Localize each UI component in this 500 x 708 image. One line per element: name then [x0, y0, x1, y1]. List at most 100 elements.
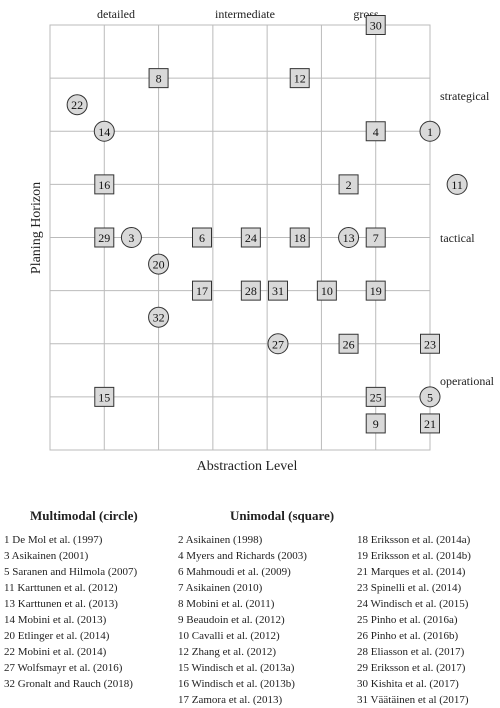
circle-marker-20: 20 — [148, 253, 170, 275]
marker-shape — [120, 227, 142, 248]
marker-shape — [148, 253, 170, 275]
legend-entry-unimodal: 28 Eliasson et al. (2017) — [357, 646, 465, 658]
marker-shape — [365, 15, 386, 35]
marker-label: 9 — [373, 417, 379, 431]
circle-marker-11: 11 — [446, 173, 468, 195]
marker-label: 14 — [98, 125, 110, 139]
marker-label: 13 — [343, 231, 355, 245]
marker-shape — [268, 280, 288, 301]
marker-shape — [446, 173, 468, 195]
square-marker-31: 31 — [268, 280, 288, 301]
circle-marker-3: 3 — [120, 227, 142, 248]
square-marker-28: 28 — [240, 280, 261, 301]
marker-label: 22 — [71, 98, 83, 112]
square-marker-7: 7 — [365, 227, 386, 248]
marker-shape — [94, 174, 115, 195]
marker-shape — [192, 280, 212, 301]
circle-marker-27: 27 — [267, 333, 289, 355]
marker-shape — [420, 333, 440, 354]
circle-marker-13: 13 — [338, 227, 360, 248]
legend-entry-unimodal: 6 Mahmoudi et al. (2009) — [178, 566, 291, 578]
legend-entry-unimodal: 26 Pinho et al. (2016b) — [357, 630, 459, 642]
circle-marker-1: 1 — [419, 120, 441, 142]
square-marker-6: 6 — [192, 227, 212, 248]
data-marks: 30 8 12 22 14 4 1 16 2 11 29 3 6 24 18 13 7 20 17 28 31 10 19 3… — [66, 15, 468, 434]
legend-entry-multimodal: 20 Etlinger et al. (2014) — [4, 630, 110, 642]
marker-label: 25 — [370, 390, 382, 404]
legend-entry-multimodal: 14 Mobini et al. (2013) — [4, 614, 107, 626]
marker-label: 4 — [373, 125, 379, 139]
square-marker-30: 30 — [365, 15, 386, 35]
marker-shape — [420, 413, 440, 434]
square-marker-29: 29 — [94, 227, 115, 248]
legend-entry-multimodal: 11 Karttunen et al. (2012) — [4, 582, 118, 594]
marker-label: 17 — [196, 284, 208, 298]
marker-shape — [419, 120, 441, 142]
legend-entry-multimodal: 13 Karttunen et al. (2013) — [4, 598, 118, 610]
legend-entry-multimodal: 32 Gronalt and Rauch (2018) — [4, 678, 133, 690]
marker-shape — [338, 227, 360, 248]
legend-entry-unimodal: 17 Zamora et al. (2013) — [178, 694, 283, 706]
y-axis-title: Planing Horizon — [29, 182, 44, 274]
marker-label: 8 — [156, 72, 162, 86]
marker-shape — [267, 333, 289, 355]
marker-label: 29 — [98, 231, 110, 245]
marker-shape — [365, 227, 386, 248]
legend-entry-unimodal: 12 Zhang et al. (2012) — [178, 646, 277, 658]
square-marker-9: 9 — [365, 413, 386, 434]
marker-shape — [419, 386, 441, 408]
marker-label: 27 — [272, 337, 284, 351]
marker-shape — [338, 333, 359, 354]
legend-unimodal-title: Unimodal (square) — [230, 508, 335, 523]
marker-shape — [316, 280, 337, 301]
marker-shape — [365, 280, 386, 301]
legend-entry-multimodal: 3 Asikainen (2001) — [4, 550, 89, 562]
diagram-canvas: detailed intermediate gross strategical … — [29, 7, 495, 474]
square-marker-4: 4 — [365, 121, 386, 142]
legend-entry-unimodal: 16 Windisch et al. (2013b) — [178, 678, 295, 690]
marker-label: 7 — [373, 231, 379, 245]
legend-entry-unimodal: 25 Pinho et al. (2016a) — [357, 614, 458, 626]
marker-label: 11 — [451, 178, 463, 192]
marker-shape — [93, 120, 115, 142]
marker-shape — [365, 121, 386, 142]
legend-entry-unimodal: 18 Eriksson et al. (2014a) — [357, 534, 471, 546]
marker-shape — [365, 413, 386, 434]
square-marker-2: 2 — [338, 174, 359, 195]
marker-label: 24 — [245, 231, 257, 245]
square-marker-8: 8 — [148, 68, 169, 89]
right-label-operational: operational — [440, 374, 495, 388]
legend-entry-unimodal: 2 Asikainen (1998) — [178, 534, 263, 546]
marker-shape — [94, 386, 115, 407]
circle-marker-22: 22 — [66, 94, 88, 116]
marker-label: 2 — [346, 178, 352, 192]
marker-shape — [365, 386, 386, 407]
legend-entry-unimodal: 7 Asikainen (2010) — [178, 582, 263, 594]
square-marker-18: 18 — [289, 227, 310, 248]
top-label-intermediate: intermediate — [215, 7, 275, 21]
marker-label: 23 — [424, 337, 436, 351]
square-marker-23: 23 — [420, 333, 440, 354]
legend-entry-unimodal: 19 Eriksson et al. (2014b) — [357, 550, 471, 562]
legend-entry-unimodal: 30 Kishita et al. (2017) — [357, 678, 459, 690]
marker-label: 12 — [294, 72, 306, 86]
legend-entry-unimodal: 15 Windisch et al. (2013a) — [178, 662, 295, 674]
square-marker-16: 16 — [94, 174, 115, 195]
marker-label: 31 — [272, 284, 284, 298]
marker-label: 5 — [427, 390, 433, 404]
marker-label: 20 — [153, 258, 165, 272]
marker-label: 1 — [427, 125, 433, 139]
circle-marker-32: 32 — [148, 306, 170, 328]
marker-label: 10 — [321, 284, 333, 298]
legend-entry-unimodal: 8 Mobini et al. (2011) — [178, 598, 275, 610]
square-marker-25: 25 — [365, 386, 386, 407]
circle-marker-14: 14 — [93, 120, 115, 142]
marker-label: 18 — [294, 231, 306, 245]
marker-shape — [240, 227, 261, 248]
marker-shape — [192, 227, 212, 248]
marker-label: 19 — [370, 284, 382, 298]
square-marker-19: 19 — [365, 280, 386, 301]
marker-label: 21 — [424, 417, 436, 431]
marker-label: 30 — [370, 19, 382, 33]
marker-label: 28 — [245, 284, 257, 298]
